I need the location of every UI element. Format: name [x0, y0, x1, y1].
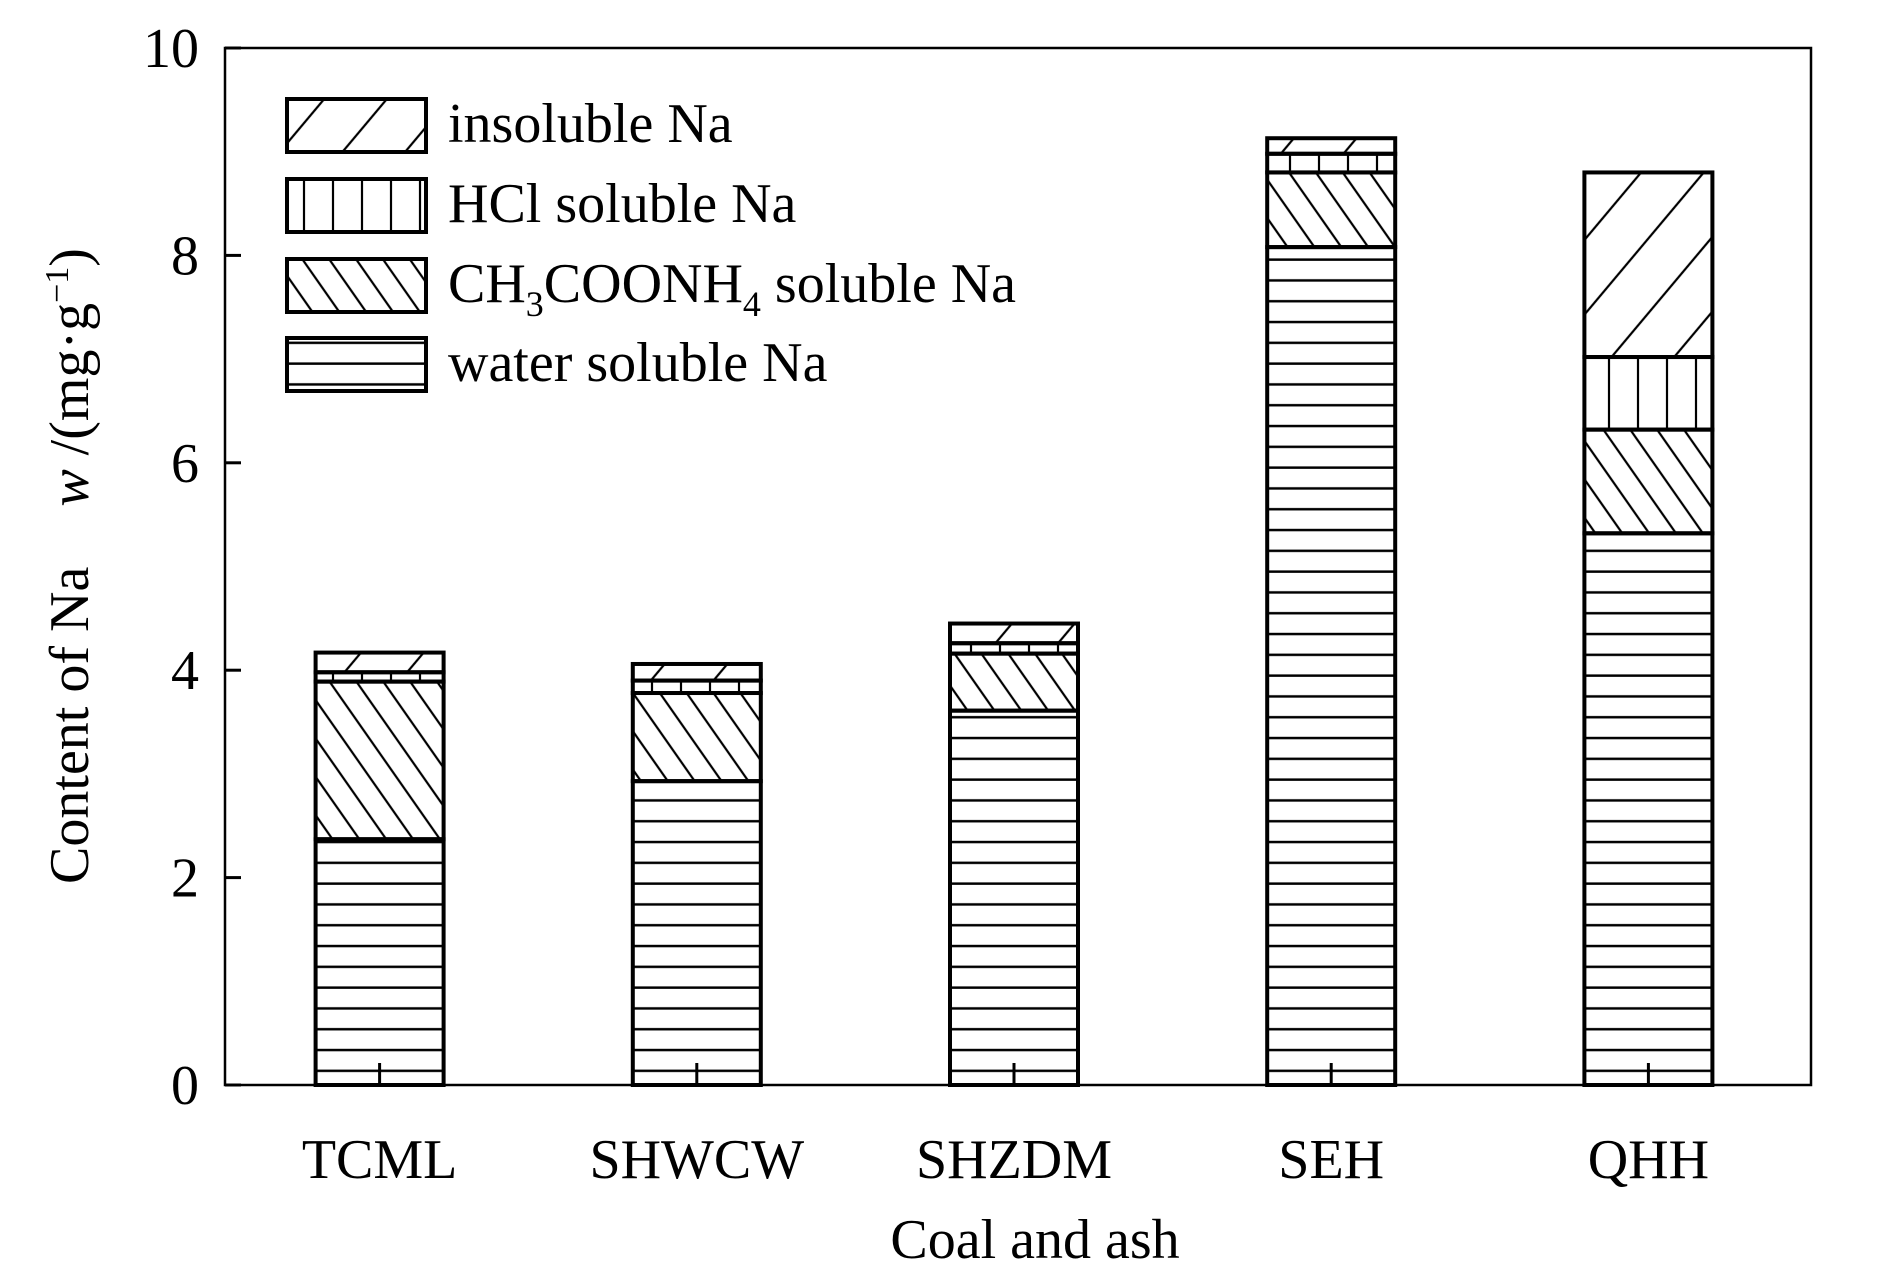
y-tick-label: 10	[143, 18, 199, 80]
bar-segment-ch3coonh4-soluble-na	[313, 679, 446, 842]
bar-segment-water-soluble-na	[630, 779, 763, 1087]
bar-segment-insoluble-na	[630, 661, 763, 683]
y-axis-label: Content of Na	[39, 567, 101, 884]
legend-item-insoluble-na: insoluble Na	[285, 93, 733, 155]
x-axis-label: Coal and ash	[890, 1209, 1179, 1271]
y-tick-label: 2	[171, 848, 199, 910]
svg-text:Content of Naw/(mg·g−1): Content of Na w /(mg·g−1)	[39, 248, 101, 884]
bar-stack-qhh	[1582, 170, 1715, 1087]
bar-segment-insoluble-na	[1582, 170, 1715, 360]
y-axis-label-group: Content of Na w /(mg·g−1)	[39, 248, 101, 884]
y-axis-unit-close: )	[39, 248, 101, 267]
y-axis-symbol: w	[39, 469, 101, 506]
y-axis-unit: /(mg·g	[39, 303, 101, 455]
legend-swatch	[285, 336, 428, 393]
bar-segment-ch3coonh4-soluble-na	[630, 691, 763, 784]
bar-segment-water-soluble-na	[1265, 245, 1398, 1087]
y-tick-label: 8	[171, 225, 199, 287]
legend-label: insoluble Na	[448, 93, 733, 155]
y-axis-unit-exponent: −1	[39, 267, 76, 303]
y-tick-label: 0	[171, 1055, 199, 1117]
legend-swatch	[285, 257, 428, 314]
bar-segment-insoluble-na	[1265, 136, 1398, 156]
legend-item-ch3coonh4-soluble-na: CH3COONH4 soluble Na	[285, 253, 1016, 324]
bar-segment-hcl-soluble-na	[1265, 151, 1398, 175]
legend-swatch	[285, 177, 428, 234]
x-axis-ticks: TCML SHWCW SHZDM SEH QHH	[302, 1063, 1709, 1191]
legend-item-water-soluble-na: water soluble Na	[285, 332, 828, 394]
legend: insoluble Na HCl soluble Na CH3COONH4 solu…	[285, 93, 1016, 394]
bar-segment-hcl-soluble-na	[1582, 355, 1715, 432]
bar-segment-ch3coonh4-soluble-na	[1265, 170, 1398, 250]
bar-stack-shzdm	[948, 621, 1080, 1087]
bar-segment-insoluble-na	[948, 621, 1080, 646]
legend-label: water soluble Na	[448, 332, 828, 394]
legend-label: HCl soluble Na	[448, 173, 797, 235]
bar-segment-water-soluble-na	[313, 837, 446, 1088]
y-axis-ticks: 0 2 4 6 8 10	[143, 18, 241, 1117]
x-tick-label: SEH	[1278, 1129, 1384, 1191]
bar-stack-shwcw	[630, 661, 763, 1087]
y-tick-label: 6	[171, 433, 199, 495]
bar-stack-seh	[1265, 136, 1398, 1087]
legend-label: CH3COONH4 soluble Na	[448, 253, 1016, 324]
bar-segment-ch3coonh4-soluble-na	[1582, 427, 1715, 536]
bar-stack-tcml	[313, 650, 446, 1088]
x-tick-label: SHWCW	[589, 1129, 804, 1191]
x-tick-label: TCML	[302, 1129, 458, 1191]
bars-group	[313, 136, 1715, 1088]
x-tick-label: SHZDM	[916, 1129, 1112, 1191]
x-tick-label: QHH	[1588, 1129, 1709, 1191]
y-tick-label: 4	[171, 640, 199, 702]
bar-segment-water-soluble-na	[948, 708, 1080, 1087]
legend-swatch	[285, 97, 428, 154]
legend-item-hcl-soluble-na: HCl soluble Na	[285, 173, 797, 235]
bar-segment-insoluble-na	[313, 650, 446, 675]
bar-segment-water-soluble-na	[1582, 531, 1715, 1087]
bar-segment-ch3coonh4-soluble-na	[948, 651, 1080, 713]
